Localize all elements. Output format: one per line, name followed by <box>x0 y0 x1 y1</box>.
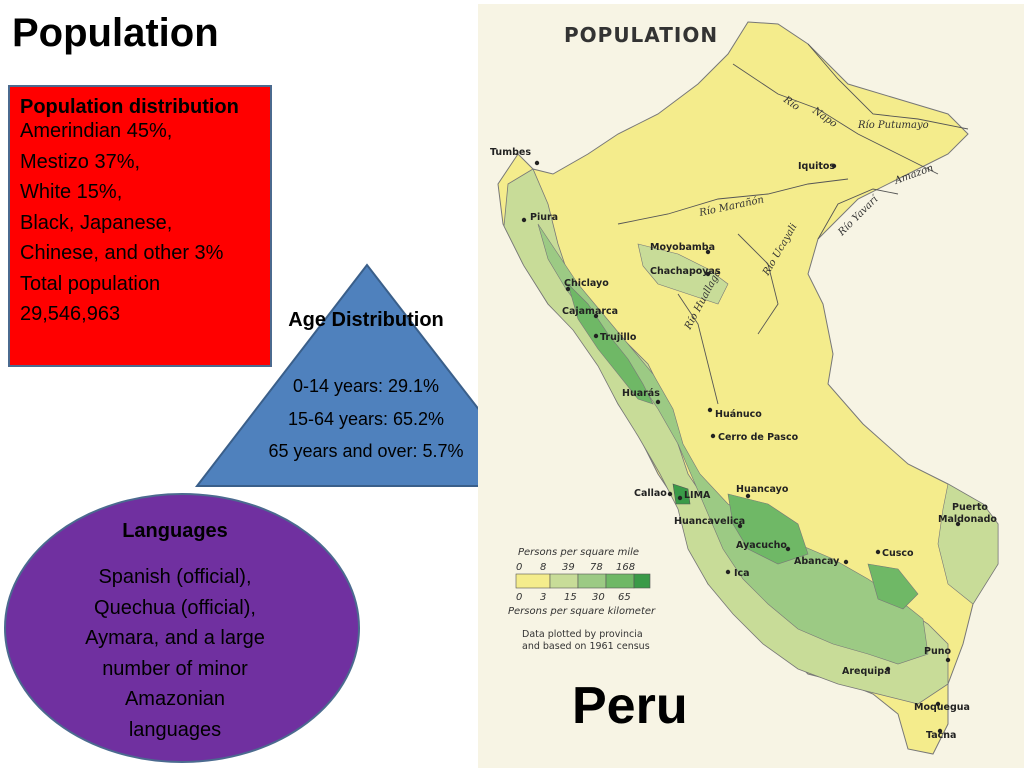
city-label: Chachapoyas <box>650 266 721 277</box>
languages-heading: Languages <box>122 520 228 542</box>
age-distribution-heading: Age Distribution <box>288 309 444 331</box>
city-label: Piura <box>530 212 558 223</box>
city-label: Trujillo <box>600 332 637 343</box>
map-note: Data plotted by provincia <box>522 629 643 640</box>
city-label: Huánuco <box>715 409 762 420</box>
legend-km-value: 15 <box>564 592 577 603</box>
slide-title: Population <box>12 11 219 55</box>
map-legend: Persons per square mile 0 8 39 78 168 0 … <box>508 547 656 652</box>
city-label: Huancayo <box>736 484 789 495</box>
list-item: Aymara, and a large <box>85 627 265 649</box>
legend-km-value: 30 <box>592 592 605 603</box>
city-label: Abancay <box>794 556 840 567</box>
city-label: Tumbes <box>490 147 531 158</box>
city-label: LIMA <box>684 490 711 501</box>
legend-km-value: 0 <box>516 592 522 603</box>
city-label: Huancavelica <box>674 516 745 527</box>
list-item: number of minor <box>102 657 248 680</box>
age-line-15-64: 15-64 years: 65.2% <box>287 409 445 429</box>
list-item: 29,546,963 <box>20 303 121 325</box>
city-label: Cusco <box>882 548 914 559</box>
list-item: Chinese, and other 3% <box>20 242 224 264</box>
city-label: Ayacucho <box>736 540 787 551</box>
age-line-65-over: 65 years and over: 5.7% <box>268 441 464 461</box>
list-item: Mestizo 37%, <box>20 150 141 173</box>
city-label: Moyobamba <box>650 242 715 253</box>
legend-mile-title: Persons per square mile <box>518 547 639 558</box>
list-item: Black, Japanese, <box>20 211 173 234</box>
list-item: Amerindian 45%, <box>20 120 173 142</box>
legend-km-value: 65 <box>618 592 631 603</box>
city-label: Puno <box>924 646 951 657</box>
city-label: Puerto <box>952 502 988 513</box>
legend-mile-value: 78 <box>590 562 603 573</box>
city-label: Callao <box>634 488 667 499</box>
list-item: White 15%, <box>20 181 123 203</box>
age-line-0-14: 0-14 years: 29.1% <box>292 376 440 396</box>
country-label: Peru <box>572 677 688 735</box>
population-distribution-heading: Population distribution <box>20 96 239 118</box>
list-item: languages <box>128 718 222 741</box>
population-distribution-box: Population distribution Amerindian 45%, … <box>8 85 272 367</box>
river-label: Río Putumayo <box>857 120 929 131</box>
list-item: Quechua (official), <box>94 596 256 619</box>
map-title: POPULATION <box>564 23 718 47</box>
city-label: Chiclayo <box>564 278 609 289</box>
city-label: Ica <box>734 568 750 579</box>
city-label: Tacna <box>926 730 956 741</box>
legend-km-value: 3 <box>540 592 546 603</box>
legend-swatch <box>515 573 551 589</box>
city-label: Arequipa <box>842 666 891 677</box>
legend-swatch <box>605 573 635 589</box>
legend-swatch <box>577 573 607 589</box>
city-label: Huarás <box>622 388 660 399</box>
map-note: and based on 1961 census <box>522 641 650 652</box>
legend-swatch <box>549 573 579 589</box>
legend-mile-value: 39 <box>562 562 575 573</box>
legend-mile-value: 0 <box>516 562 522 573</box>
city-label: Cerro de Pasco <box>718 432 799 443</box>
population-distribution-body: Amerindian 45%, Mestizo 37%, White 15%, … <box>20 116 260 330</box>
peru-population-map: POPULATION Río Napo Río Putumayo Amazon … <box>478 4 1024 768</box>
legend-km-title: Persons per square kilometer <box>508 606 656 617</box>
legend-mile-value: 168 <box>616 562 635 573</box>
list-item: Total population <box>20 272 161 295</box>
languages-body: Spanish (official), Quechua (official), … <box>40 562 310 745</box>
legend-mile-value: 8 <box>540 562 546 573</box>
list-item: Amazonian <box>124 688 226 710</box>
list-item: Spanish (official), <box>98 566 252 588</box>
legend-swatch <box>633 573 651 589</box>
city-label: Cajamarca <box>562 306 618 317</box>
city-label: Maldonado <box>938 514 997 525</box>
city-label: Iquitos <box>798 161 835 172</box>
city-label: Moquegua <box>914 702 970 713</box>
